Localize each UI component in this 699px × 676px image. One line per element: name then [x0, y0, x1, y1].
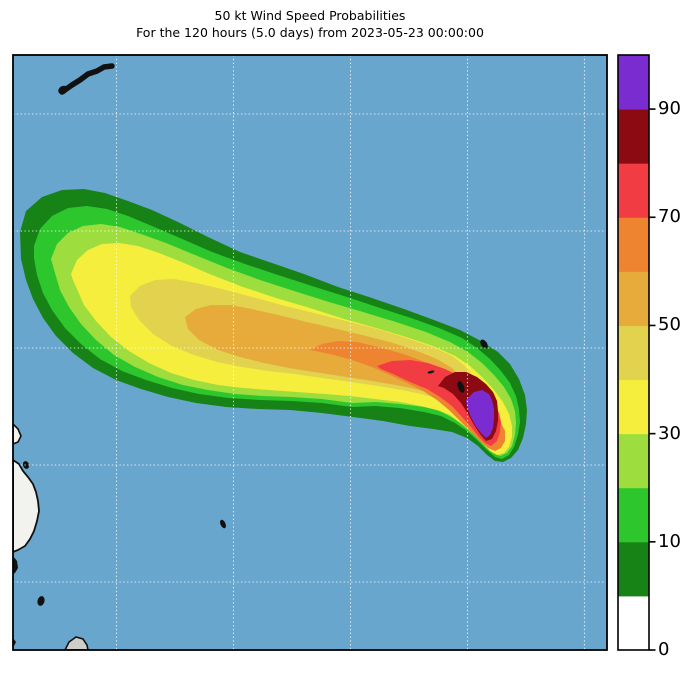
colorbar-segment-60-70 [618, 217, 649, 272]
colorbar-segment-40-50 [618, 325, 649, 381]
islet-tiny-dash [427, 370, 435, 374]
chart-title: 50 kt Wind Speed Probabilities [214, 8, 406, 23]
colorbar [617, 54, 656, 651]
coast-sliver-lower [13, 556, 18, 574]
colorbar-segment-0-5 [618, 595, 649, 651]
islet-southwest [37, 596, 45, 606]
contour-band-90-100-pct [466, 390, 494, 438]
contour-band-70-80-pct [377, 360, 501, 446]
colorbar-segment-80-90 [618, 109, 649, 164]
island-bottom-gray [64, 636, 89, 650]
chart-subtitle: For the 120 hours (5.0 days) from 2023-0… [136, 25, 484, 40]
island-chain-northwest [59, 63, 115, 95]
colorbar-segment-30-40 [618, 379, 649, 435]
colorbar-segment-20-30 [618, 433, 649, 489]
colorbar-segment-90-100 [618, 55, 649, 110]
colorbar-tick-label-10: 10 [658, 530, 681, 552]
islet-offshore-west [22, 461, 30, 469]
colorbar-tick-label-70: 70 [658, 206, 681, 228]
colorbar-tick-label-30: 30 [658, 422, 681, 444]
colorbar-segment-50-60 [618, 271, 649, 326]
colorbar-segment-10-20 [618, 487, 649, 543]
islet-near-track-south [457, 381, 465, 393]
colorbar-segment-70-80 [618, 163, 649, 218]
islet-near-track-north [480, 339, 488, 349]
colorbar-tick-label-90: 90 [658, 98, 681, 120]
contour-band-50-60-pct [185, 305, 470, 417]
map-plot-area [13, 55, 607, 650]
coast-main [13, 458, 40, 553]
colorbar-tick-label-0: 0 [658, 639, 670, 660]
islet-nw-blob [58, 85, 68, 95]
colorbar-tick-label-50: 50 [658, 314, 681, 336]
map-frame [12, 54, 608, 651]
coast-sliver-upper [13, 422, 22, 445]
colorbar-segment-5-10 [618, 541, 649, 597]
islet-south-central [220, 519, 226, 529]
colorbar-frame [617, 54, 650, 651]
